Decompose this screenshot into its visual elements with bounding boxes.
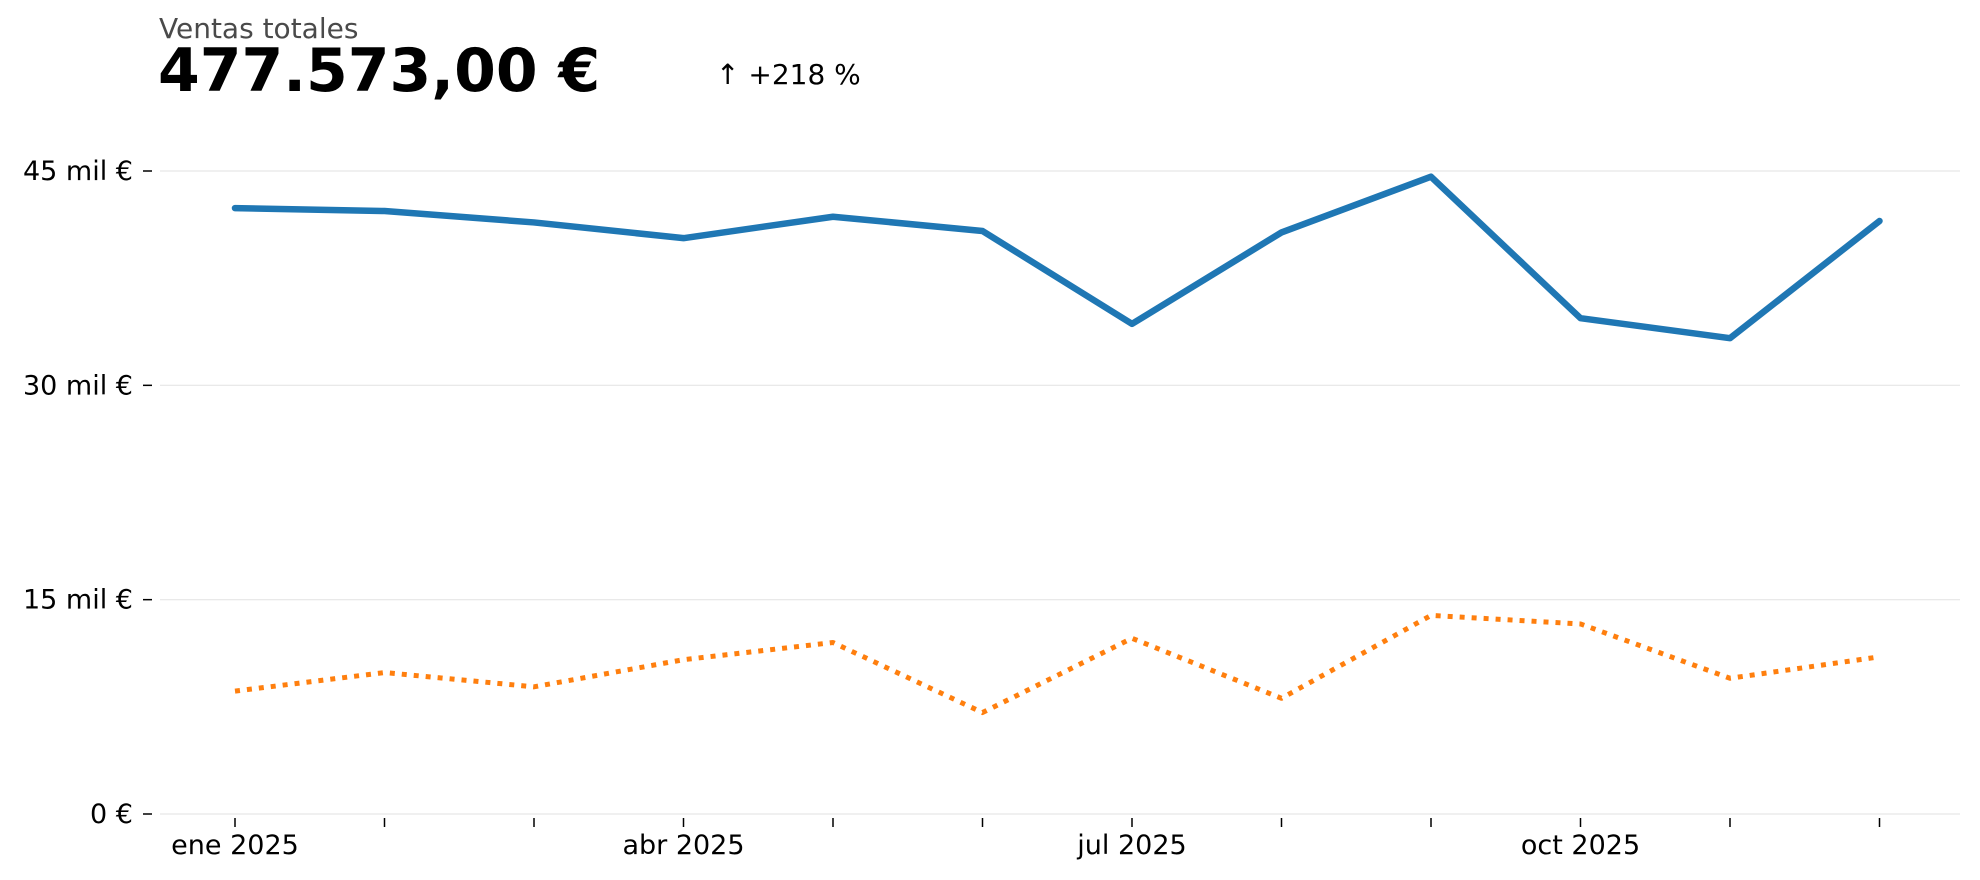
x-tick-label: abr 2025 xyxy=(622,830,744,861)
x-axis: ene 2025 abr 2025 jul 2025 oct 2025 xyxy=(171,818,1881,861)
y-tick-label: 0 € xyxy=(90,799,133,830)
y-grid xyxy=(160,170,1960,815)
y-tick-label: 30 mil € xyxy=(23,370,133,401)
series-line-1 xyxy=(231,173,1883,342)
y-tick-label: 45 mil € xyxy=(23,156,133,187)
y-tick-label: 15 mil € xyxy=(23,585,133,616)
series-group xyxy=(231,173,1883,716)
series-line-2 xyxy=(234,612,1880,716)
kpi-change: ↑ +218 % xyxy=(716,58,861,91)
x-tick-label: ene 2025 xyxy=(171,830,299,861)
kpi-value: 477.573,00 € xyxy=(158,36,601,106)
y-axis: 0 € 15 mil € 30 mil € 45 mil € xyxy=(23,156,152,830)
x-tick-label: oct 2025 xyxy=(1521,830,1640,861)
kpi-label: Ventas totales xyxy=(159,12,359,45)
x-tick-label: jul 2025 xyxy=(1076,830,1186,861)
